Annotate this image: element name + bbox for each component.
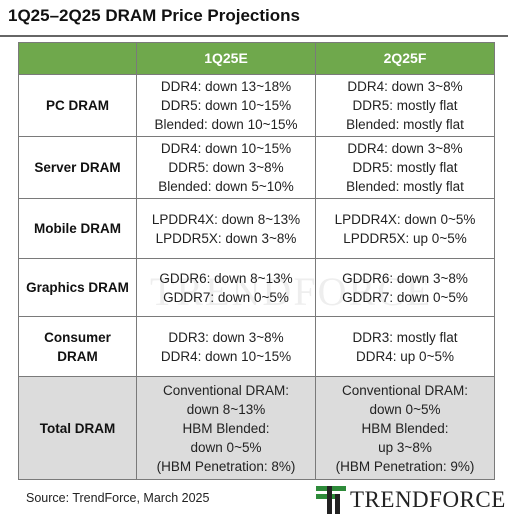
header-row: 1Q25E 2Q25F xyxy=(18,42,495,75)
row-label-mobile-dram: Mobile DRAM xyxy=(18,198,137,259)
cell-line: DDR5: mostly flat xyxy=(352,160,458,175)
cell-line: Blended: down 10~15% xyxy=(154,117,298,132)
cell-line: GDDR6: down 3~8% xyxy=(342,270,468,286)
cell-line: Blended: down 5~10% xyxy=(158,179,294,194)
row-label-server-dram: Server DRAM xyxy=(18,136,137,199)
cell-line: Blended: mostly flat xyxy=(346,117,464,132)
row-label-line: Consumer xyxy=(44,329,111,345)
cell-server-dram-2q25f: DDR4: down 3~8% DDR5: mostly flat Blende… xyxy=(315,136,495,199)
cell-graphics-dram-1q25e: GDDR6: down 8~13% GDDR7: down 0~5% xyxy=(136,258,316,317)
cell-line: LPDDR4X: down 0~5% xyxy=(334,211,476,227)
header-corner xyxy=(18,42,137,75)
cell-line: GDDR6: down 8~13% xyxy=(159,270,293,286)
table-row: Graphics DRAM GDDR6: down 8~13% GDDR7: d… xyxy=(18,258,495,317)
column-header-2q25f: 2Q25F xyxy=(315,42,495,75)
cell-pc-dram-2q25f: DDR4: down 3~8% DDR5: mostly flat Blende… xyxy=(315,74,495,137)
logo-wordmark: TRENDFORCE xyxy=(350,487,506,512)
cell-line: Conventional DRAM: xyxy=(341,382,469,398)
cell-line: DDR4: up 0~5% xyxy=(356,348,454,364)
row-label-total-dram: Total DRAM xyxy=(18,376,137,480)
cell-line: DDR5: down 3~8% xyxy=(168,160,284,175)
cell-line: up 3~8% xyxy=(378,439,432,455)
cell-line: LPDDR4X: down 8~13% xyxy=(151,211,301,227)
cell-server-dram-1q25e: DDR4: down 10~15% DDR5: down 3~8% Blende… xyxy=(136,136,316,199)
cell-line: DDR3: down 3~8% xyxy=(168,329,284,345)
cell-line: DDR4: down 3~8% xyxy=(347,141,463,156)
cell-total-dram-1q25e: Conventional DRAM: down 8~13% HBM Blende… xyxy=(136,376,316,480)
source-note: Source: TrendForce, March 2025 xyxy=(26,491,210,505)
cell-graphics-dram-2q25f: GDDR6: down 3~8% GDDR7: down 0~5% xyxy=(315,258,495,317)
cell-line: GDDR7: down 0~5% xyxy=(342,289,468,305)
cell-line: DDR3: mostly flat xyxy=(352,329,458,345)
row-label-consumer-dram: Consumer DRAM xyxy=(18,316,137,377)
cell-line: down 0~5% xyxy=(369,401,441,417)
projection-table: 1Q25E 2Q25F PC DRAM DDR4: down 13~18% DD… xyxy=(18,42,495,480)
cell-consumer-dram-1q25e: DDR3: down 3~8% DDR4: down 10~15% xyxy=(136,316,316,377)
cell-line: LPDDR5X: down 3~8% xyxy=(155,230,297,246)
cell-mobile-dram-2q25f: LPDDR4X: down 0~5% LPDDR5X: up 0~5% xyxy=(315,198,495,259)
cell-line: DDR5: mostly flat xyxy=(352,98,458,113)
cell-line: LPDDR5X: up 0~5% xyxy=(343,230,467,246)
cell-line: down 8~13% xyxy=(186,401,266,417)
cell-line: (HBM Penetration: 8%) xyxy=(156,458,296,474)
cell-line: DDR4: down 10~15% xyxy=(160,141,292,156)
cell-line: HBM Blended: xyxy=(361,420,449,436)
cell-mobile-dram-1q25e: LPDDR4X: down 8~13% LPDDR5X: down 3~8% xyxy=(136,198,316,259)
cell-line: DDR4: down 10~15% xyxy=(160,348,292,364)
cell-pc-dram-1q25e: DDR4: down 13~18% DDR5: down 10~15% Blen… xyxy=(136,74,316,137)
table-row-total: Total DRAM Conventional DRAM: down 8~13%… xyxy=(18,376,495,480)
column-header-1q25e: 1Q25E xyxy=(136,42,316,75)
trendforce-logo-icon xyxy=(316,486,346,514)
table-row: Mobile DRAM LPDDR4X: down 8~13% LPDDR5X:… xyxy=(18,198,495,259)
cell-line: GDDR7: down 0~5% xyxy=(163,289,289,305)
row-label-line: DRAM xyxy=(57,348,98,364)
trendforce-logo: TRENDFORCE xyxy=(316,486,506,514)
cell-line: Blended: mostly flat xyxy=(346,179,464,194)
row-label-graphics-dram: Graphics DRAM xyxy=(18,258,137,317)
cell-line: DDR4: down 3~8% xyxy=(347,79,463,94)
cell-line: DDR4: down 13~18% xyxy=(160,79,292,94)
cell-line: down 0~5% xyxy=(190,439,262,455)
cell-total-dram-2q25f: Conventional DRAM: down 0~5% HBM Blended… xyxy=(315,376,495,480)
title-divider xyxy=(0,35,508,37)
cell-line: (HBM Penetration: 9%) xyxy=(335,458,475,474)
cell-line: DDR5: down 10~15% xyxy=(160,98,292,113)
cell-line: HBM Blended: xyxy=(182,420,270,436)
row-label-pc-dram: PC DRAM xyxy=(18,74,137,137)
cell-line: Conventional DRAM: xyxy=(162,382,290,398)
table-row: Server DRAM DDR4: down 10~15% DDR5: down… xyxy=(18,136,495,199)
page-title: 1Q25–2Q25 DRAM Price Projections xyxy=(8,6,300,25)
cell-consumer-dram-2q25f: DDR3: mostly flat DDR4: up 0~5% xyxy=(315,316,495,377)
table-row: Consumer DRAM DDR3: down 3~8% DDR4: down… xyxy=(18,316,495,377)
table-row: PC DRAM DDR4: down 13~18% DDR5: down 10~… xyxy=(18,74,495,137)
